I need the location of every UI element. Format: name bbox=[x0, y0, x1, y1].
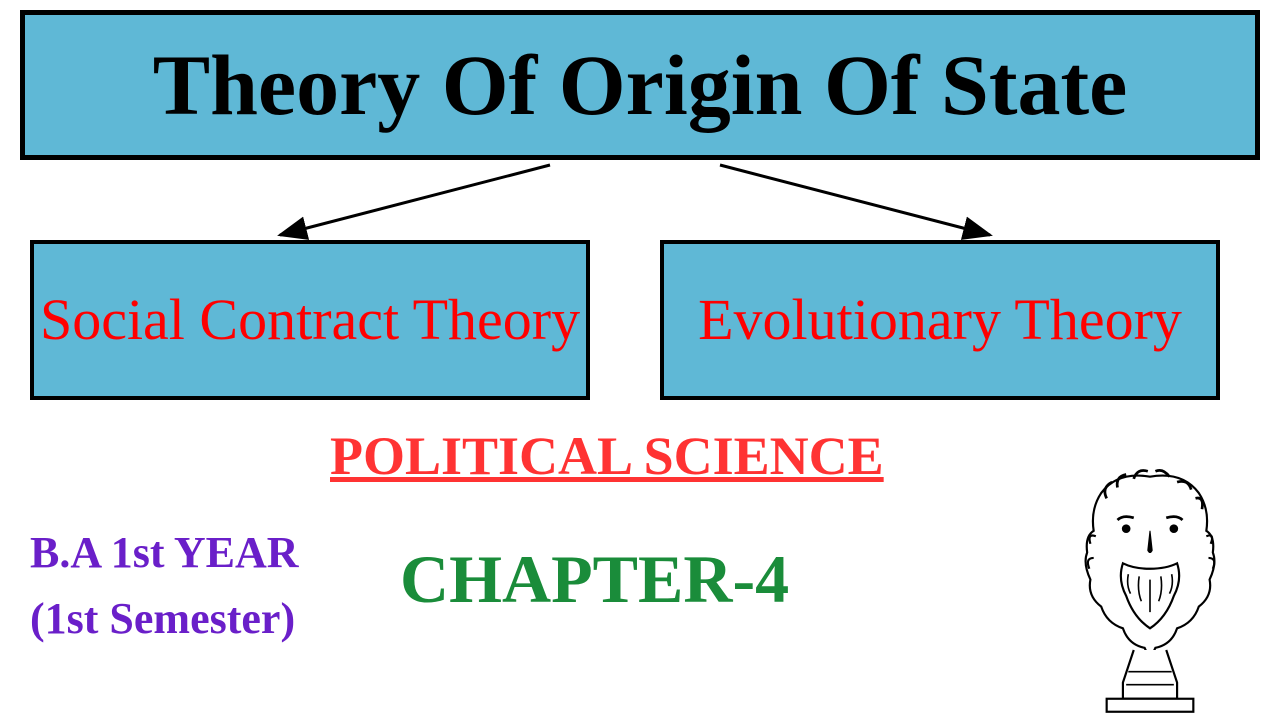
course-line-2: (1st Semester) bbox=[30, 586, 299, 652]
child-left-text: Social Contract Theory bbox=[40, 287, 580, 354]
diagram-arrows bbox=[0, 0, 1280, 250]
child-right-text: Evolutionary Theory bbox=[698, 287, 1182, 354]
chapter-label: CHAPTER-4 bbox=[400, 540, 789, 619]
child-left-box: Social Contract Theory bbox=[30, 240, 590, 400]
course-info: B.A 1st YEAR (1st Semester) bbox=[30, 520, 299, 652]
subject-heading: POLITICAL SCIENCE bbox=[330, 425, 884, 487]
course-line-1: B.A 1st YEAR bbox=[30, 520, 299, 586]
child-right-box: Evolutionary Theory bbox=[660, 240, 1220, 400]
philosopher-bust-icon bbox=[1040, 455, 1260, 715]
